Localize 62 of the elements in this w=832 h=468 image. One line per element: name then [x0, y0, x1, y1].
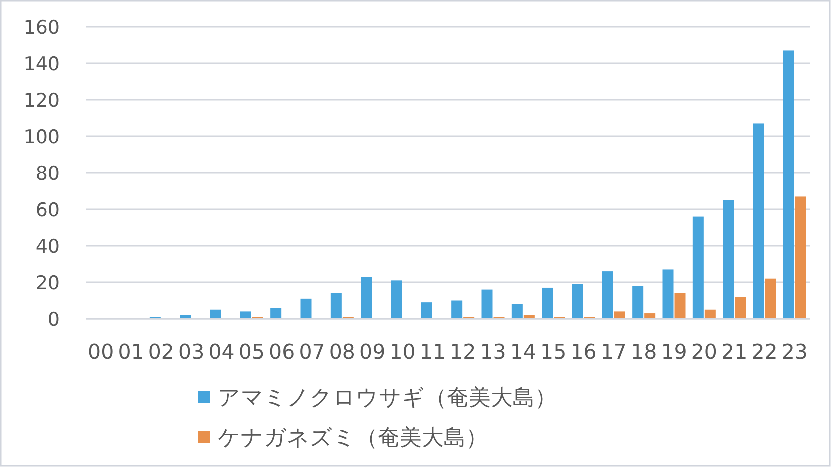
bar — [210, 310, 222, 319]
bar — [723, 200, 734, 319]
bar — [542, 288, 554, 319]
bar — [361, 277, 372, 319]
y-tick-label: 80 — [36, 163, 60, 185]
bar — [330, 293, 342, 319]
bar — [300, 298, 312, 319]
x-tick-label: 17 — [600, 340, 627, 364]
x-tick-label: 02 — [148, 340, 174, 364]
bar — [572, 284, 584, 319]
x-tick-label: 05 — [238, 340, 265, 364]
y-tick-label: 60 — [36, 200, 60, 222]
bar — [704, 310, 716, 319]
y-tick-label: 20 — [36, 272, 60, 294]
bar — [795, 196, 806, 319]
x-tick-label: 11 — [420, 340, 446, 364]
bar — [512, 304, 523, 319]
x-tick-label: 04 — [208, 340, 235, 364]
legend-label: アマミノクロウサギ（奄美大島） — [218, 386, 557, 411]
bar — [240, 312, 252, 319]
x-tick-label: 08 — [329, 340, 356, 364]
bar — [662, 270, 674, 319]
bar — [614, 312, 626, 319]
bar — [692, 216, 704, 319]
bar — [632, 286, 644, 319]
x-tick-label: 16 — [570, 340, 597, 364]
x-tick-label: 21 — [722, 340, 748, 364]
x-tick-label: 00 — [88, 340, 114, 364]
x-tick-label: 20 — [691, 340, 718, 364]
x-tick-label: 13 — [480, 340, 506, 364]
y-tick-label: 160 — [24, 17, 60, 39]
x-tick-label: 03 — [178, 340, 205, 364]
bar — [452, 300, 463, 319]
bar — [421, 302, 432, 319]
x-tick-label: 10 — [390, 340, 416, 364]
x-tick-label: 12 — [450, 340, 476, 364]
x-tick-label: 18 — [631, 340, 658, 364]
x-tick-label: 22 — [752, 340, 778, 364]
x-tick-label: 23 — [782, 340, 808, 364]
bar — [735, 297, 746, 319]
y-tick-label: 40 — [36, 236, 60, 258]
y-tick-label: 120 — [24, 90, 60, 112]
x-tick-label: 09 — [360, 340, 386, 364]
x-tick-label: 01 — [118, 340, 144, 364]
bar — [783, 50, 794, 319]
x-tick-label: 14 — [510, 340, 536, 364]
bar — [391, 280, 402, 319]
x-tick-label: 15 — [540, 340, 567, 364]
x-tick-label: 07 — [299, 340, 326, 364]
bar — [674, 293, 686, 319]
x-tick-label: 19 — [661, 340, 688, 364]
bar — [765, 278, 776, 319]
y-tick-label: 0 — [48, 309, 60, 331]
bar — [753, 124, 764, 319]
legend-label: ケナガネズミ（奄美大島） — [218, 426, 488, 451]
bar — [602, 272, 614, 319]
bar — [644, 314, 656, 319]
y-tick-label: 140 — [24, 54, 60, 76]
bar — [482, 290, 493, 319]
x-tick-label: 06 — [269, 340, 296, 364]
y-tick-label: 100 — [24, 126, 60, 148]
bar — [270, 308, 282, 319]
